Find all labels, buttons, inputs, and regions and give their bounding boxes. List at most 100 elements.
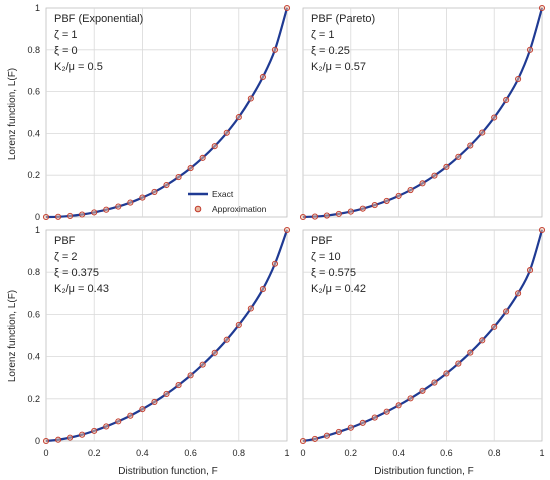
panels: 0 0.2 0.4 0.6 0.8 1 PBF (Exponential) ζ = 1 ξ = …	[27, 3, 546, 458]
panel-top-left: 0 0.2 0.4 0.6 0.8 1 PBF (Exponential) ζ = 1 ξ = …	[27, 3, 291, 222]
panel-bottom-left: 0 0.2 0.4 0.6 0.8 1 0 0.2 0.4 0.6 0.8 1 PBF ζ = 2 ξ = …	[27, 225, 291, 458]
approximation-point	[127, 199, 134, 206]
panel-top-right: PBF (Pareto) ζ = 1 ξ = 0.25 K₂/μ = 0.57	[299, 4, 546, 221]
approximation-point	[383, 197, 390, 204]
approximation-point	[419, 180, 426, 187]
y-tick-label: 0.2	[27, 170, 40, 180]
approximation-point	[283, 4, 291, 12]
approximation-point	[347, 424, 354, 431]
approximation-point	[515, 76, 522, 83]
x-tick-label: 0.4	[392, 448, 405, 458]
approximation-point	[491, 323, 498, 330]
approximation-point	[311, 213, 319, 220]
approximation-point	[299, 437, 307, 445]
y-tick-label: 1	[35, 3, 40, 13]
panel-annotation: PBF	[54, 235, 76, 247]
x-tick-label: 0.4	[136, 448, 149, 458]
approximation-point	[199, 361, 206, 368]
approximation-point	[187, 165, 194, 172]
approximation-point	[359, 419, 366, 426]
plot-area	[45, 229, 288, 442]
approximation-point	[527, 267, 534, 274]
panel-annotation: ξ = 0.375	[54, 267, 99, 279]
approximation-point	[335, 428, 342, 435]
approximation-point	[347, 208, 354, 215]
panel-annotation: ξ = 0.25	[311, 45, 350, 57]
approximation-point	[491, 114, 498, 121]
legend-approximation-label: Approximation	[212, 204, 267, 214]
x-tick-label: 0.2	[345, 448, 358, 458]
approximation-point	[323, 432, 330, 439]
approximation-point	[259, 73, 266, 81]
approximation-point	[455, 153, 462, 160]
approximation-point	[139, 194, 146, 201]
panel-annotation: K₂/μ = 0.43	[54, 283, 109, 295]
approximation-point	[515, 290, 522, 297]
legend-exact-label: Exact	[212, 189, 234, 199]
panel-annotation: ζ = 2	[54, 251, 78, 263]
approximation-point	[211, 349, 218, 356]
x-tick-label: 0.2	[88, 448, 101, 458]
approximation-point	[115, 418, 122, 425]
x-tick-label: 0	[43, 448, 48, 458]
approximation-point	[431, 379, 438, 386]
panel-bottom-right: 0 0.2 0.4 0.6 0.8 1 PBF ζ = 10 ξ = 0.575 K₂/μ = 0…	[299, 226, 546, 458]
approximation-point	[42, 213, 50, 221]
legend-approximation-marker	[194, 205, 202, 213]
approximation-point	[91, 209, 98, 216]
approximation-point	[259, 286, 266, 293]
approximation-point	[467, 349, 474, 356]
approximation-point	[443, 370, 450, 377]
y-tick-label: 0.6	[27, 87, 40, 97]
approximation-point	[467, 142, 474, 149]
approximation-point	[103, 423, 110, 430]
approximation-point	[187, 372, 194, 379]
approximation-point	[235, 321, 242, 329]
approximation-point	[335, 210, 342, 217]
y-tick-label: 0.2	[27, 394, 40, 404]
approximation-point	[431, 172, 438, 179]
approximation-point	[455, 360, 462, 367]
approximation-point	[79, 431, 86, 438]
x-tick-label: 0.8	[233, 448, 246, 458]
approximation-point	[235, 114, 242, 121]
approximation-point	[175, 382, 182, 389]
y-tick-label: 0.4	[27, 352, 40, 362]
approximation-point	[163, 390, 170, 397]
y-tick-label: 0	[35, 212, 40, 222]
x-tick-label: 0.6	[440, 448, 453, 458]
panel-annotation: ζ = 1	[311, 29, 335, 41]
approximation-point	[67, 434, 74, 441]
y-tick-label: 0	[35, 436, 40, 446]
approximation-point	[443, 163, 450, 170]
approximation-point	[223, 336, 230, 343]
approximation-point	[223, 129, 230, 136]
panel-annotation: ξ = 0.575	[311, 267, 356, 279]
approximation-point	[127, 412, 134, 419]
approximation-point	[55, 213, 62, 220]
approximation-point	[383, 408, 390, 415]
approximation-point	[115, 203, 122, 210]
approximation-point	[91, 427, 98, 434]
x-tick-label: 0.8	[488, 448, 501, 458]
approximation-point	[42, 437, 50, 445]
panel-annotation: K₂/μ = 0.42	[311, 283, 366, 295]
x-tick-label: 0	[300, 448, 305, 458]
y-tick-label: 0.8	[27, 267, 40, 277]
approximation-point	[67, 212, 74, 220]
approximation-point	[407, 395, 414, 402]
approximation-point	[371, 414, 378, 421]
panel-annotation: PBF	[311, 235, 333, 247]
x-axis-title-right: Distribution function, F	[374, 466, 474, 477]
approximation-point	[359, 205, 366, 212]
approximation-point	[271, 260, 279, 267]
approximation-point	[527, 46, 534, 53]
panel-annotation: PBF (Exponential)	[54, 13, 143, 25]
approximation-point	[247, 95, 254, 102]
approximation-point	[538, 4, 546, 12]
approximation-point	[175, 174, 182, 181]
approximation-point	[479, 337, 486, 344]
y-tick-label: 0.4	[27, 128, 40, 138]
approximation-point	[79, 211, 86, 218]
panel-annotation: K₂/μ = 0.5	[54, 61, 103, 73]
